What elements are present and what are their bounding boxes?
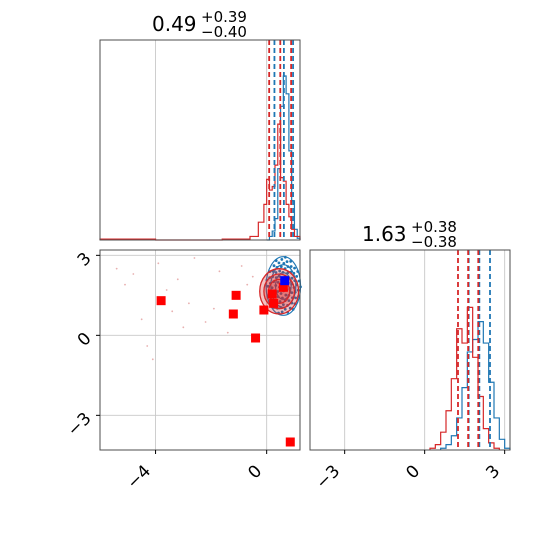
blue-sample-point [274,271,278,274]
red-square-marker [231,290,241,300]
blue-contour [270,264,297,308]
faint-sample-point [204,321,207,323]
blue-sample-point [289,265,293,268]
blue-sample-point [284,293,288,297]
faint-sample-point [226,331,229,334]
blue-sample-point [277,261,281,265]
blue-sample-point [285,260,289,263]
title-param1-value: 0.49 [152,12,197,36]
red-square-marker [285,437,295,447]
blue-sample-point [281,303,285,307]
faint-sample-point [218,270,221,273]
histogram-param1-quantiles [268,40,294,240]
blue-sample-point [272,264,276,268]
histogram-param2-quantiles [457,250,491,450]
title-param2-value: 1.63 [362,222,407,246]
scatter-faint-samples [115,257,254,361]
blue-sample-point [279,292,283,295]
faint-sample-point [246,283,249,286]
title-param2-plus: +0.38 [411,218,457,236]
title-param2-minus: −0.38 [411,233,457,251]
faint-sample-point [171,310,174,313]
blue-sample-point [280,310,284,314]
faint-sample-point [182,326,185,329]
title-param1-plus: +0.39 [201,8,247,26]
blue-sample-point [278,269,282,273]
x-tick-label: −4 [123,461,155,493]
scatter-frame [99,249,301,451]
faint-sample-point [176,278,179,281]
blue-sample-point [266,284,270,288]
faint-sample-point [193,257,196,259]
histogram-panel-param2: −3 0 3 1.63 +0.38 −0.38 [309,217,511,493]
scatter-panel: −4 0 3 0 −3 [64,249,302,493]
histogram-param2-grid [344,250,506,450]
x-tick-label: −3 [312,461,344,493]
faint-sample-point [146,345,149,347]
histogram-param1-grid [155,40,268,240]
scatter-markers [156,276,295,447]
scatter-grid [100,250,300,450]
x-tick-label: 3 [482,461,504,483]
faint-sample-point [251,275,254,278]
faint-sample-point [124,283,126,286]
blue-sample-point [280,258,284,261]
faint-sample-point [187,302,190,305]
faint-sample-point [212,307,215,310]
red-square-marker [278,282,288,292]
faint-sample-point [132,273,135,275]
histogram-param2-ticks: −3 0 3 [312,450,506,493]
blue-contour [265,256,302,316]
histogram-step-red [429,306,500,450]
red-square-marker [156,296,166,306]
red-square-marker [259,305,269,315]
faint-sample-point [140,318,143,321]
blue-sample-point [294,296,298,300]
blue-sample-point [283,307,287,311]
x-tick-label: 0 [402,461,424,483]
faint-sample-point [157,262,160,265]
faint-sample-point [240,265,243,267]
red-square-marker [267,289,277,299]
title-param2: 1.63 +0.38 −0.38 [362,217,462,251]
x-tick-label: 0 [244,461,266,483]
faint-sample-point [165,289,168,291]
scatter-ticks: −4 0 3 0 −3 [64,249,268,493]
blue-contour [274,272,292,300]
red-square-marker [251,333,261,343]
title-param1-minus: −0.40 [201,23,247,41]
blue-sample-point [276,290,280,293]
title-param1: 0.49 +0.39 −0.40 [152,7,252,41]
blue-square-marker [280,276,290,286]
histogram-panel-param1: 0.49 +0.39 −0.40 [99,7,301,241]
red-square-marker [228,309,238,319]
y-tick-label: 0 [74,329,96,351]
blue-sample-point [278,300,282,303]
histogram-param2-frame [309,249,511,451]
blue-sample-point [293,266,296,270]
y-tick-label: 3 [74,249,96,271]
blue-sample-point [290,276,294,280]
histogram-param2-steps [429,306,511,450]
faint-sample-point [115,267,118,270]
histogram-step-blue [440,321,511,450]
y-tick-label: −3 [64,409,96,441]
red-square-marker [269,298,279,308]
blue-sample-point [279,265,283,269]
faint-sample-point [151,358,154,361]
blue-sample-point [295,274,299,278]
blue-sample-point [290,291,294,295]
histogram-step-red [99,123,301,241]
histogram-param1-frame [99,39,301,241]
blue-sample-point [287,299,291,302]
